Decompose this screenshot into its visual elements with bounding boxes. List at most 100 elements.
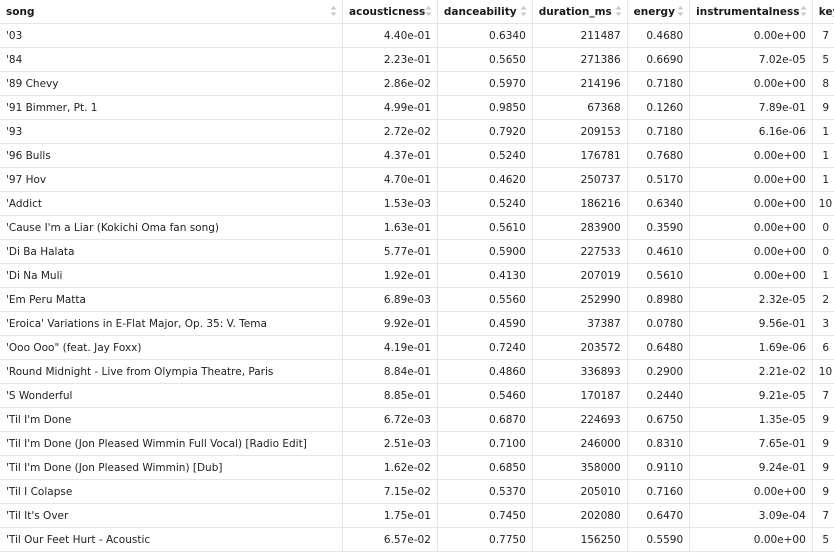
cell-acousticness[interactable]: 1.92e-01 bbox=[342, 263, 438, 288]
table-row[interactable]: 'Til I'm Done (Jon Pleased Wimmin Full V… bbox=[0, 431, 834, 456]
cell-acousticness[interactable]: 4.37e-01 bbox=[342, 143, 438, 168]
cell-acousticness[interactable]: 1.75e-01 bbox=[342, 503, 438, 528]
cell-key[interactable]: 9 bbox=[811, 407, 834, 432]
cell-key[interactable]: 10 bbox=[811, 191, 834, 216]
cell-song[interactable]: 'Til I'm Done bbox=[0, 407, 344, 432]
cell-energy[interactable]: 0.1260 bbox=[626, 95, 691, 120]
cell-duration-ms[interactable]: 271386 bbox=[531, 47, 628, 72]
cell-key[interactable]: 0 bbox=[811, 239, 834, 264]
cell-acousticness[interactable]: 1.53e-03 bbox=[342, 191, 438, 216]
cell-danceability[interactable]: 0.6870 bbox=[436, 407, 533, 432]
cell-danceability[interactable]: 0.7920 bbox=[436, 119, 533, 144]
cell-song[interactable]: '97 Hov bbox=[0, 167, 344, 192]
cell-acousticness[interactable]: 4.40e-01 bbox=[342, 23, 438, 48]
column-header-duration-ms[interactable]: duration_ms bbox=[531, 0, 628, 24]
cell-danceability[interactable]: 0.4860 bbox=[436, 359, 533, 384]
column-header-key[interactable]: key bbox=[811, 0, 834, 24]
cell-danceability[interactable]: 0.4590 bbox=[436, 311, 533, 336]
cell-duration-ms[interactable]: 224693 bbox=[531, 407, 628, 432]
cell-energy[interactable]: 0.5170 bbox=[626, 167, 691, 192]
cell-song[interactable]: 'Di Na Muli bbox=[0, 263, 344, 288]
cell-song[interactable]: 'Til Our Feet Hurt - Acoustic bbox=[0, 527, 344, 552]
cell-danceability[interactable]: 0.5650 bbox=[436, 47, 533, 72]
table-row[interactable]: '84 2.23e-01 0.5650 271386 0.6690 7.02e-05 5 bbox=[0, 47, 834, 72]
table-row[interactable]: 'Til I Colapse 7.15e-02 0.5370 205010 0.7160… bbox=[0, 479, 834, 504]
cell-duration-ms[interactable]: 207019 bbox=[531, 263, 628, 288]
cell-key[interactable]: 5 bbox=[811, 527, 834, 552]
cell-energy[interactable]: 0.7680 bbox=[626, 143, 691, 168]
cell-danceability[interactable]: 0.7450 bbox=[436, 503, 533, 528]
cell-energy[interactable]: 0.0780 bbox=[626, 311, 691, 336]
cell-instrumentalness[interactable]: 7.89e-01 bbox=[689, 95, 813, 120]
cell-acousticness[interactable]: 8.84e-01 bbox=[342, 359, 438, 384]
cell-song[interactable]: 'Ooo Ooo" (feat. Jay Foxx) bbox=[0, 335, 344, 360]
cell-energy[interactable]: 0.7180 bbox=[626, 119, 691, 144]
table-row[interactable]: 'Addict 1.53e-03 0.5240 186216 0.6340 0.00e+0… bbox=[0, 191, 834, 216]
cell-danceability[interactable]: 0.6850 bbox=[436, 455, 533, 480]
cell-song[interactable]: 'Til I'm Done (Jon Pleased Wimmin) [Dub] bbox=[0, 455, 344, 480]
table-row[interactable]: 'Em Peru Matta 6.89e-03 0.5560 252990 0.8980… bbox=[0, 287, 834, 312]
cell-duration-ms[interactable]: 67368 bbox=[531, 95, 628, 120]
cell-energy[interactable]: 0.6690 bbox=[626, 47, 691, 72]
cell-duration-ms[interactable]: 170187 bbox=[531, 383, 628, 408]
cell-key[interactable]: 7 bbox=[811, 503, 834, 528]
cell-acousticness[interactable]: 1.63e-01 bbox=[342, 215, 438, 240]
cell-duration-ms[interactable]: 246000 bbox=[531, 431, 628, 456]
cell-danceability[interactable]: 0.5240 bbox=[436, 191, 533, 216]
cell-song[interactable]: '84 bbox=[0, 47, 344, 72]
table-row[interactable]: 'Til Our Feet Hurt - Acoustic 6.57e-02 0.7… bbox=[0, 527, 834, 552]
cell-duration-ms[interactable]: 358000 bbox=[531, 455, 628, 480]
cell-duration-ms[interactable]: 176781 bbox=[531, 143, 628, 168]
cell-instrumentalness[interactable]: 1.69e-06 bbox=[689, 335, 813, 360]
cell-energy[interactable]: 0.4610 bbox=[626, 239, 691, 264]
sort-updown-icon[interactable] bbox=[677, 5, 684, 17]
cell-duration-ms[interactable]: 252990 bbox=[531, 287, 628, 312]
cell-duration-ms[interactable]: 186216 bbox=[531, 191, 628, 216]
cell-key[interactable]: 9 bbox=[811, 479, 834, 504]
cell-danceability[interactable]: 0.7100 bbox=[436, 431, 533, 456]
table-row[interactable]: '91 Bimmer, Pt. 1 4.99e-01 0.9850 67368 0.12… bbox=[0, 95, 834, 120]
column-header-energy[interactable]: energy bbox=[626, 0, 691, 24]
cell-key[interactable]: 5 bbox=[811, 47, 834, 72]
table-row[interactable]: '89 Chevy 2.86e-02 0.5970 214196 0.7180 0.00e… bbox=[0, 71, 834, 96]
cell-instrumentalness[interactable]: 0.00e+00 bbox=[689, 143, 813, 168]
table-row[interactable]: '96 Bulls 4.37e-01 0.5240 176781 0.7680 0.00e… bbox=[0, 143, 834, 168]
cell-instrumentalness[interactable]: 7.65e-01 bbox=[689, 431, 813, 456]
cell-key[interactable]: 1 bbox=[811, 263, 834, 288]
cell-song[interactable]: '03 bbox=[0, 23, 344, 48]
cell-instrumentalness[interactable]: 1.35e-05 bbox=[689, 407, 813, 432]
cell-energy[interactable]: 0.2440 bbox=[626, 383, 691, 408]
table-row[interactable]: 'Eroica' Variations in E-Flat Major, Op.… bbox=[0, 311, 834, 336]
cell-danceability[interactable]: 0.5560 bbox=[436, 287, 533, 312]
table-row[interactable]: 'Di Na Muli 1.92e-01 0.4130 207019 0.5610 0.0… bbox=[0, 263, 834, 288]
cell-duration-ms[interactable]: 209153 bbox=[531, 119, 628, 144]
cell-energy[interactable]: 0.5590 bbox=[626, 527, 691, 552]
table-row[interactable]: '97 Hov 4.70e-01 0.4620 250737 0.5170 0.00e+0… bbox=[0, 167, 834, 192]
cell-instrumentalness[interactable]: 7.02e-05 bbox=[689, 47, 813, 72]
table-row[interactable]: 'Di Ba Halata 5.77e-01 0.5900 227533 0.4610 0… bbox=[0, 239, 834, 264]
table-row[interactable]: 'Cause I'm a Liar (Kokichi Oma fan song)… bbox=[0, 215, 834, 240]
cell-song[interactable]: 'Eroica' Variations in E-Flat Major, Op.… bbox=[0, 311, 344, 336]
cell-acousticness[interactable]: 6.57e-02 bbox=[342, 527, 438, 552]
cell-key[interactable]: 2 bbox=[811, 287, 834, 312]
cell-acousticness[interactable]: 2.72e-02 bbox=[342, 119, 438, 144]
cell-acousticness[interactable]: 2.23e-01 bbox=[342, 47, 438, 72]
cell-danceability[interactable]: 0.4130 bbox=[436, 263, 533, 288]
table-row[interactable]: 'Til It's Over 1.75e-01 0.7450 202080 0.6470… bbox=[0, 503, 834, 528]
cell-key[interactable]: 8 bbox=[811, 71, 834, 96]
column-header-instrumentalness[interactable]: instrumentalness bbox=[689, 0, 813, 24]
cell-song[interactable]: 'Em Peru Matta bbox=[0, 287, 344, 312]
cell-instrumentalness[interactable]: 0.00e+00 bbox=[689, 527, 813, 552]
cell-instrumentalness[interactable]: 2.32e-05 bbox=[689, 287, 813, 312]
cell-instrumentalness[interactable]: 0.00e+00 bbox=[689, 263, 813, 288]
cell-duration-ms[interactable]: 211487 bbox=[531, 23, 628, 48]
cell-energy[interactable]: 0.7180 bbox=[626, 71, 691, 96]
cell-instrumentalness[interactable]: 9.56e-01 bbox=[689, 311, 813, 336]
cell-duration-ms[interactable]: 336893 bbox=[531, 359, 628, 384]
cell-energy[interactable]: 0.6750 bbox=[626, 407, 691, 432]
cell-instrumentalness[interactable]: 6.16e-06 bbox=[689, 119, 813, 144]
cell-instrumentalness[interactable]: 0.00e+00 bbox=[689, 71, 813, 96]
cell-energy[interactable]: 0.7160 bbox=[626, 479, 691, 504]
cell-key[interactable]: 1 bbox=[811, 143, 834, 168]
sort-updown-icon[interactable] bbox=[615, 5, 622, 17]
